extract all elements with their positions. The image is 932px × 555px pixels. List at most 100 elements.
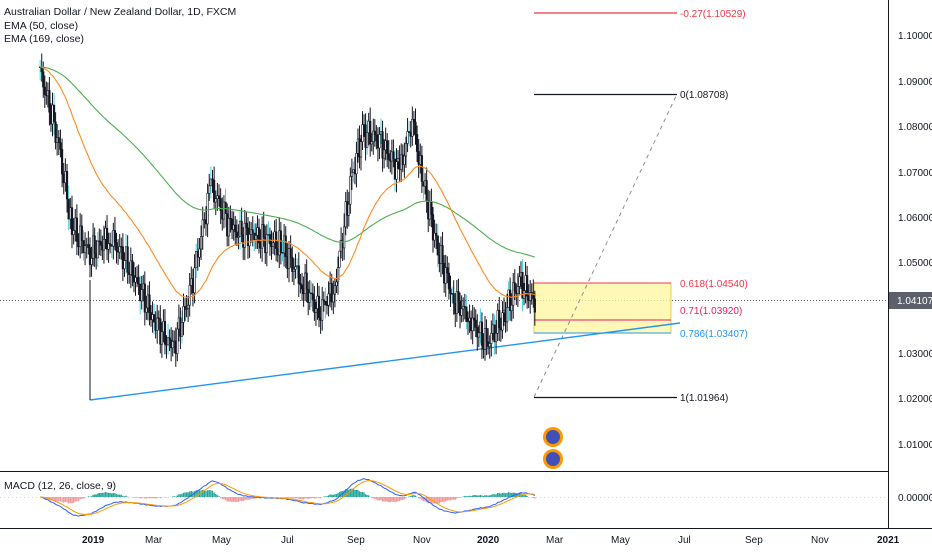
candle-body: [172, 341, 174, 347]
candle-body: [164, 321, 166, 344]
candle-body: [61, 149, 63, 173]
macd-hist-bar: [187, 492, 188, 497]
candle-body: [374, 131, 376, 135]
price-tick: 1.07000: [898, 168, 932, 179]
candle-body: [60, 143, 62, 150]
earnings-event-icon-inner: [546, 430, 560, 444]
macd-hist-bar: [410, 496, 411, 497]
candle-body: [371, 142, 373, 144]
macd-hist-bar: [439, 497, 440, 503]
macd-hist-bar: [399, 497, 400, 501]
macd-hist-bar: [174, 496, 175, 497]
macd-hist-bar: [448, 497, 449, 501]
time-label: 2020: [477, 535, 500, 546]
macd-hist-bar: [160, 497, 161, 498]
macd-legend[interactable]: MACD (12, 26, close, 9): [4, 480, 116, 492]
dividend-event-icon-inner: [546, 452, 560, 466]
candle-body: [218, 196, 220, 199]
macd-hist-bar: [464, 496, 465, 497]
macd-hist-bar: [226, 497, 227, 502]
price-pane[interactable]: [0, 0, 888, 471]
macd-hist-bar: [533, 497, 534, 498]
macd-hist-bar: [184, 492, 185, 497]
time-label: May: [611, 535, 630, 546]
candle-body: [100, 242, 102, 246]
macd-hist-bar: [213, 493, 214, 497]
candle-body: [177, 329, 179, 354]
candle-body: [263, 225, 265, 238]
candle-body: [396, 162, 398, 180]
macd-hist-bar: [387, 497, 388, 502]
macd-hist-bar: [205, 491, 206, 497]
macd-hist-bar: [113, 493, 114, 497]
macd-hist-bar: [467, 496, 468, 497]
time-axis[interactable]: 2019 Mar May Jul Sep Nov 2020 Mar May Ju…: [82, 535, 900, 546]
macd-hist-bar: [223, 497, 224, 499]
macd-hist-bar: [456, 497, 457, 498]
candle-body: [73, 231, 75, 235]
macd-hist-bar: [390, 497, 391, 502]
macd-hist-bar: [315, 497, 316, 498]
macd-hist-bar: [65, 497, 66, 502]
macd-hist-bar: [100, 493, 101, 497]
macd-hist-bar: [455, 497, 456, 500]
macd-hist-bar: [108, 493, 109, 497]
candle-body: [88, 245, 90, 248]
macd-hist-bar: [492, 494, 493, 497]
price-axis[interactable]: 1.10000 1.09000 1.08000 1.07000 1.06000 …: [898, 31, 932, 504]
macd-hist-bar: [385, 497, 386, 501]
candle-body: [360, 142, 362, 157]
candle-body: [511, 305, 513, 310]
macd-hist-bar: [354, 490, 355, 497]
candle-body: [448, 273, 450, 289]
macd-hist-bar: [301, 497, 302, 499]
candle-body: [53, 105, 55, 122]
macd-hist-bar: [88, 496, 89, 497]
macd-hist-bar: [231, 497, 232, 502]
macd-hist-bar: [178, 494, 179, 497]
macd-hist-bar: [79, 497, 80, 499]
macd-hist-bar: [440, 497, 441, 502]
macd-hist-bar: [495, 494, 496, 497]
candle-body: [266, 235, 268, 253]
macd-hist-bar: [125, 496, 126, 497]
candle-body: [393, 152, 395, 159]
candle-body: [526, 276, 528, 297]
macd-hist-bar: [209, 490, 210, 497]
candle-body: [169, 338, 171, 340]
candle-body: [325, 301, 327, 305]
macd-hist-bar: [472, 495, 473, 497]
macd-hist-bar: [63, 497, 64, 503]
macd-hist-bar: [233, 497, 234, 502]
candle-body: [348, 204, 350, 215]
macd-hist-bar: [494, 494, 495, 497]
candle-body: [81, 226, 83, 241]
macd-hist-bar: [212, 491, 213, 497]
ema-50-legend[interactable]: EMA (50, close): [4, 20, 236, 34]
macd-hist-bar: [503, 493, 504, 497]
candle-body: [66, 171, 68, 199]
candle-body: [517, 286, 519, 293]
candle-body: [234, 225, 236, 232]
macd-hist-bar: [296, 497, 297, 498]
candle-body: [272, 243, 274, 247]
fib-zone-box[interactable]: [534, 283, 671, 333]
macd-hist-bar: [152, 497, 153, 498]
time-label: Nov: [811, 535, 829, 546]
macd-hist-bar: [103, 493, 104, 497]
macd-hist-bar: [523, 495, 524, 497]
chart-legend[interactable]: Australian Dollar / New Zealand Dollar, …: [4, 6, 236, 47]
macd-hist-bar: [388, 497, 389, 502]
ema-169-legend[interactable]: EMA (169, close): [4, 33, 236, 47]
symbol-title[interactable]: Australian Dollar / New Zealand Dollar, …: [4, 6, 236, 20]
macd-hist-bar: [282, 497, 283, 498]
candle-body: [453, 294, 455, 304]
macd-hist-bar: [475, 495, 476, 497]
candle-body: [44, 87, 46, 94]
macd-hist-bar: [489, 495, 490, 497]
macd-hist-bar: [487, 495, 488, 497]
fib-label-071: 0.71(1.03920): [680, 306, 742, 317]
candle-body: [124, 261, 126, 269]
